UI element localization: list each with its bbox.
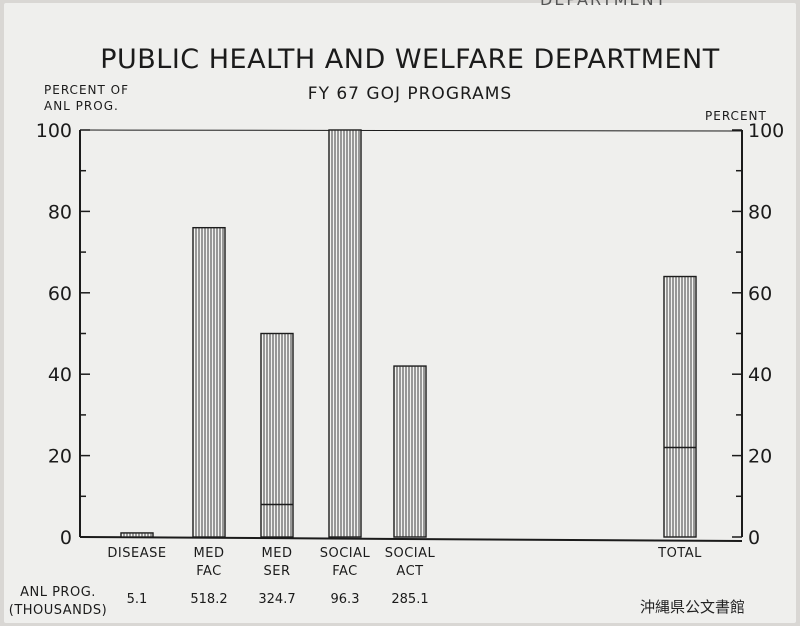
bar-hatching: [666, 276, 695, 537]
left-tick-label: 20: [48, 446, 72, 468]
bar-hatching: [263, 333, 292, 537]
category-label: MED FAC: [193, 546, 225, 579]
left-axis-label: PERCENT OF ANL PROG.: [44, 82, 129, 114]
category-label: MED SER: [261, 546, 293, 579]
anl-prog-row-label: ANL PROG. (THOUSANDS): [8, 584, 108, 620]
cropped-header-text: DEPARTMENT: [540, 0, 667, 9]
anl-prog-label-line1: ANL PROG.: [20, 585, 96, 600]
x-axis-line: [79, 536, 743, 542]
bar-hatching: [396, 366, 425, 537]
left-axis-label-line2: ANL PROG.: [44, 99, 119, 113]
category-label: DISEASE: [107, 546, 167, 561]
right-tick-label: 40: [748, 364, 772, 386]
right-tick-label: 80: [748, 201, 772, 223]
right-tick-label: 100: [748, 120, 784, 142]
anl-prog-value: 285.1: [391, 592, 429, 607]
left-axis-label-line1: PERCENT OF: [44, 83, 129, 97]
archive-watermark: 沖縄県公文書館: [640, 598, 746, 616]
right-axis-label: PERCENT: [705, 109, 767, 123]
anl-prog-value: 518.2: [190, 592, 228, 607]
right-tick-label: 60: [748, 283, 772, 305]
left-tick-label: 80: [48, 201, 72, 223]
chart-subtitle: FY 67 GOJ PROGRAMS: [307, 84, 513, 104]
category-label: SOCIAL FAC: [319, 546, 371, 579]
chart-title: PUBLIC HEALTH AND WELFARE DEPARTMENT: [100, 44, 720, 75]
right-tick-label: 20: [748, 446, 772, 468]
category-label: SOCIAL ACT: [384, 546, 436, 579]
anl-prog-value: 5.1: [126, 592, 148, 607]
right-tick-label: 0: [748, 527, 760, 549]
bar-hatching: [331, 130, 360, 537]
bar: [120, 532, 154, 538]
left-tick-label: 0: [60, 527, 72, 549]
top-frame-line: [79, 129, 743, 132]
anl-prog-value: 96.3: [330, 592, 360, 607]
left-tick-label: 40: [48, 364, 72, 386]
left-tick-label: 60: [48, 283, 72, 305]
bar-hatching: [123, 532, 152, 537]
left-tick-label: 100: [36, 120, 72, 142]
anl-prog-label-line2: (THOUSANDS): [8, 603, 108, 618]
category-label: TOTAL: [658, 546, 702, 561]
anl-prog-value: 324.7: [258, 592, 296, 607]
bar-hatching: [195, 227, 224, 537]
